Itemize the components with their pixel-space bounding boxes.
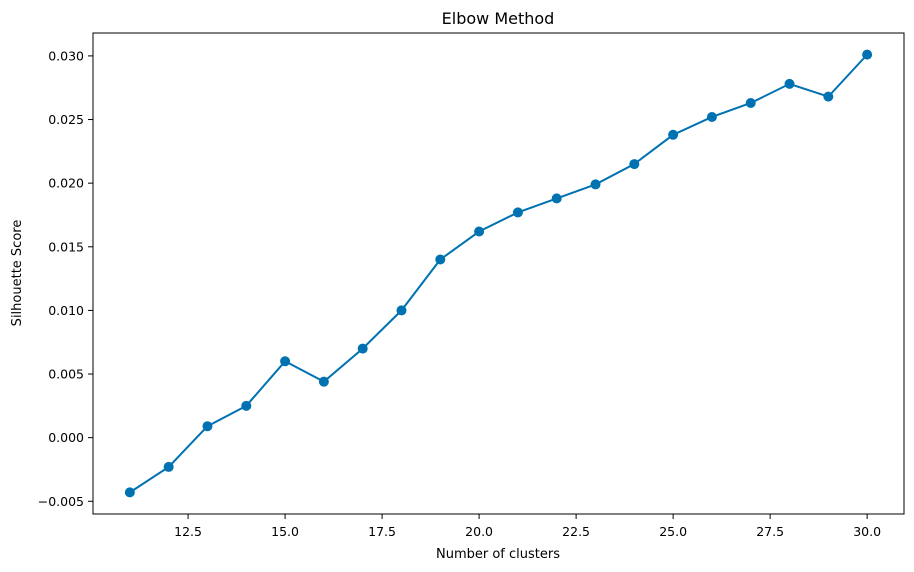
y-tick-label: 0.010 <box>48 303 84 318</box>
data-points <box>124 49 873 498</box>
data-point <box>202 421 213 432</box>
data-point <box>241 400 252 411</box>
data-point <box>784 78 795 89</box>
x-tick-label: 15.0 <box>271 524 299 539</box>
chart-title: Elbow Method <box>442 9 555 28</box>
data-point <box>745 97 756 108</box>
x-tick-label: 22.5 <box>562 524 590 539</box>
data-point <box>706 111 717 122</box>
plot-area <box>92 32 905 515</box>
series-line <box>129 53 868 494</box>
x-tick-label: 27.5 <box>756 524 784 539</box>
data-point <box>396 305 407 316</box>
x-tick-label: 12.5 <box>174 524 202 539</box>
data-point <box>668 129 679 140</box>
data-point <box>124 487 135 498</box>
data-point <box>474 226 485 237</box>
data-point <box>551 193 562 204</box>
x-tick-label: 25.0 <box>659 524 687 539</box>
x-axis: 12.5 15.0 17.5 20.0 22.5 25.0 27.5 30.0 <box>174 514 881 539</box>
data-point <box>823 91 834 102</box>
x-tick-label: 30.0 <box>853 524 881 539</box>
y-tick-label: 0.025 <box>48 112 84 127</box>
data-point <box>163 461 174 472</box>
data-point <box>435 254 446 265</box>
y-tick-label: 0.000 <box>48 430 84 445</box>
y-tick-label: 0.015 <box>48 239 84 254</box>
data-point <box>590 179 601 190</box>
data-point <box>512 207 523 218</box>
y-axis-label: Silhouette Score <box>10 220 25 327</box>
data-point <box>357 343 368 354</box>
x-tick-label: 20.0 <box>465 524 493 539</box>
y-tick-label: 0.005 <box>48 367 84 382</box>
y-tick-label: 0.020 <box>48 176 84 191</box>
data-point <box>862 49 873 60</box>
data-point <box>280 356 291 367</box>
y-axis: −0.005 0.000 0.005 0.010 0.015 0.020 0.025 0.03… <box>38 48 93 509</box>
data-point <box>629 159 640 170</box>
x-axis-label: Number of clusters <box>436 547 560 562</box>
data-point <box>318 376 329 387</box>
x-tick-label: 17.5 <box>368 524 396 539</box>
y-tick-label: 0.030 <box>48 48 84 63</box>
y-tick-label: −0.005 <box>38 494 84 509</box>
